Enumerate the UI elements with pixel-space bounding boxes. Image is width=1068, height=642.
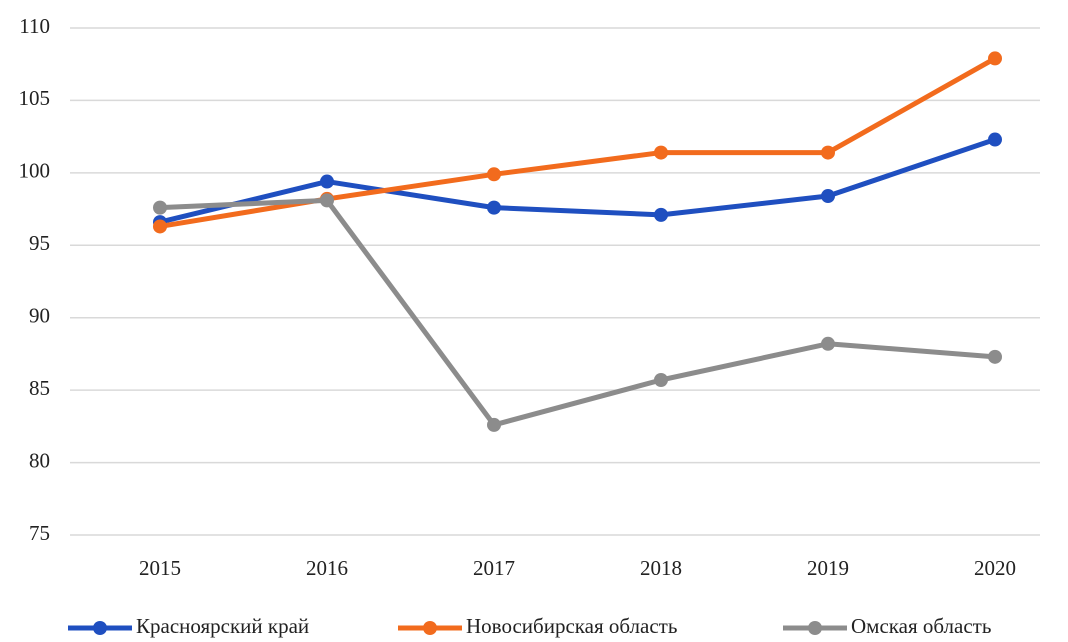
legend-marker bbox=[423, 621, 437, 635]
y-tick-label: 90 bbox=[29, 304, 50, 328]
legend-marker bbox=[93, 621, 107, 635]
legend-label: Красноярский край bbox=[136, 614, 309, 638]
data-point bbox=[320, 193, 334, 208]
data-point bbox=[153, 219, 167, 234]
y-tick-label: 85 bbox=[29, 376, 50, 400]
data-point bbox=[487, 200, 501, 215]
data-point bbox=[320, 174, 334, 189]
data-point bbox=[988, 132, 1002, 147]
data-point bbox=[821, 145, 835, 160]
data-point bbox=[821, 189, 835, 204]
series-line bbox=[159, 197, 996, 428]
data-point bbox=[654, 373, 668, 388]
x-tick-label: 2018 bbox=[640, 556, 682, 580]
y-tick-label: 100 bbox=[19, 159, 51, 183]
x-tick-label: 2019 bbox=[807, 556, 849, 580]
x-tick-label: 2017 bbox=[473, 556, 515, 580]
y-tick-label: 75 bbox=[29, 521, 50, 545]
x-tick-label: 2016 bbox=[306, 556, 348, 580]
data-point bbox=[654, 207, 668, 222]
x-tick-label: 2015 bbox=[139, 556, 181, 580]
data-point bbox=[988, 349, 1002, 364]
legend-label: Новосибирская область bbox=[466, 614, 677, 638]
series-line bbox=[159, 137, 996, 225]
data-point bbox=[654, 145, 668, 160]
legend-label: Омская область bbox=[851, 614, 991, 638]
legend-marker bbox=[808, 621, 822, 635]
x-tick-label: 2020 bbox=[974, 556, 1016, 580]
data-point bbox=[988, 51, 1002, 66]
data-point bbox=[153, 200, 167, 215]
data-point bbox=[487, 417, 501, 432]
data-point bbox=[821, 336, 835, 351]
data-point bbox=[487, 167, 501, 182]
y-tick-label: 105 bbox=[19, 86, 51, 110]
y-tick-label: 110 bbox=[19, 14, 50, 38]
y-tick-label: 80 bbox=[29, 448, 50, 472]
y-tick-label: 95 bbox=[29, 231, 50, 255]
